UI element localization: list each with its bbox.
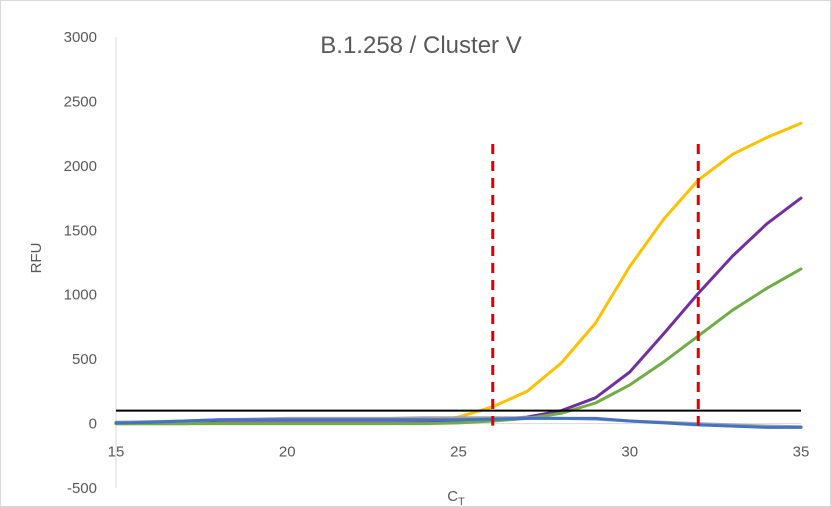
y-tick-label: -500	[67, 480, 97, 497]
y-tick-label: 2000	[64, 158, 97, 175]
overlay-layer	[116, 144, 801, 426]
y-tick-label: 0	[89, 416, 97, 433]
x-tick-label: 30	[621, 444, 638, 461]
x-tick-label: 25	[450, 444, 467, 461]
x-axis-label: CT	[447, 488, 465, 506]
x-tick-label: 35	[793, 444, 810, 461]
chart-title: B.1.258 / Cluster V	[320, 32, 521, 59]
series-line-3	[114, 267, 803, 426]
x-tick-label: 15	[108, 444, 125, 461]
y-tick-label: 500	[72, 351, 97, 368]
y-axis-label: RFU	[28, 243, 45, 274]
series-line-5	[114, 416, 803, 429]
x-axis-label-subscript: T	[458, 496, 465, 506]
y-tick-label: 1500	[64, 222, 97, 239]
y-tick-label: 3000	[64, 29, 97, 46]
y-tick-label: 2500	[64, 93, 97, 110]
series-layer	[114, 121, 803, 429]
x-axis-label-main: C	[447, 488, 458, 505]
y-tick-label: 1000	[64, 287, 97, 304]
axes: -500 0 500 1000 1500 2000 2500 3000 15 20 25 30 35	[64, 29, 810, 497]
x-tick-label: 20	[279, 444, 296, 461]
